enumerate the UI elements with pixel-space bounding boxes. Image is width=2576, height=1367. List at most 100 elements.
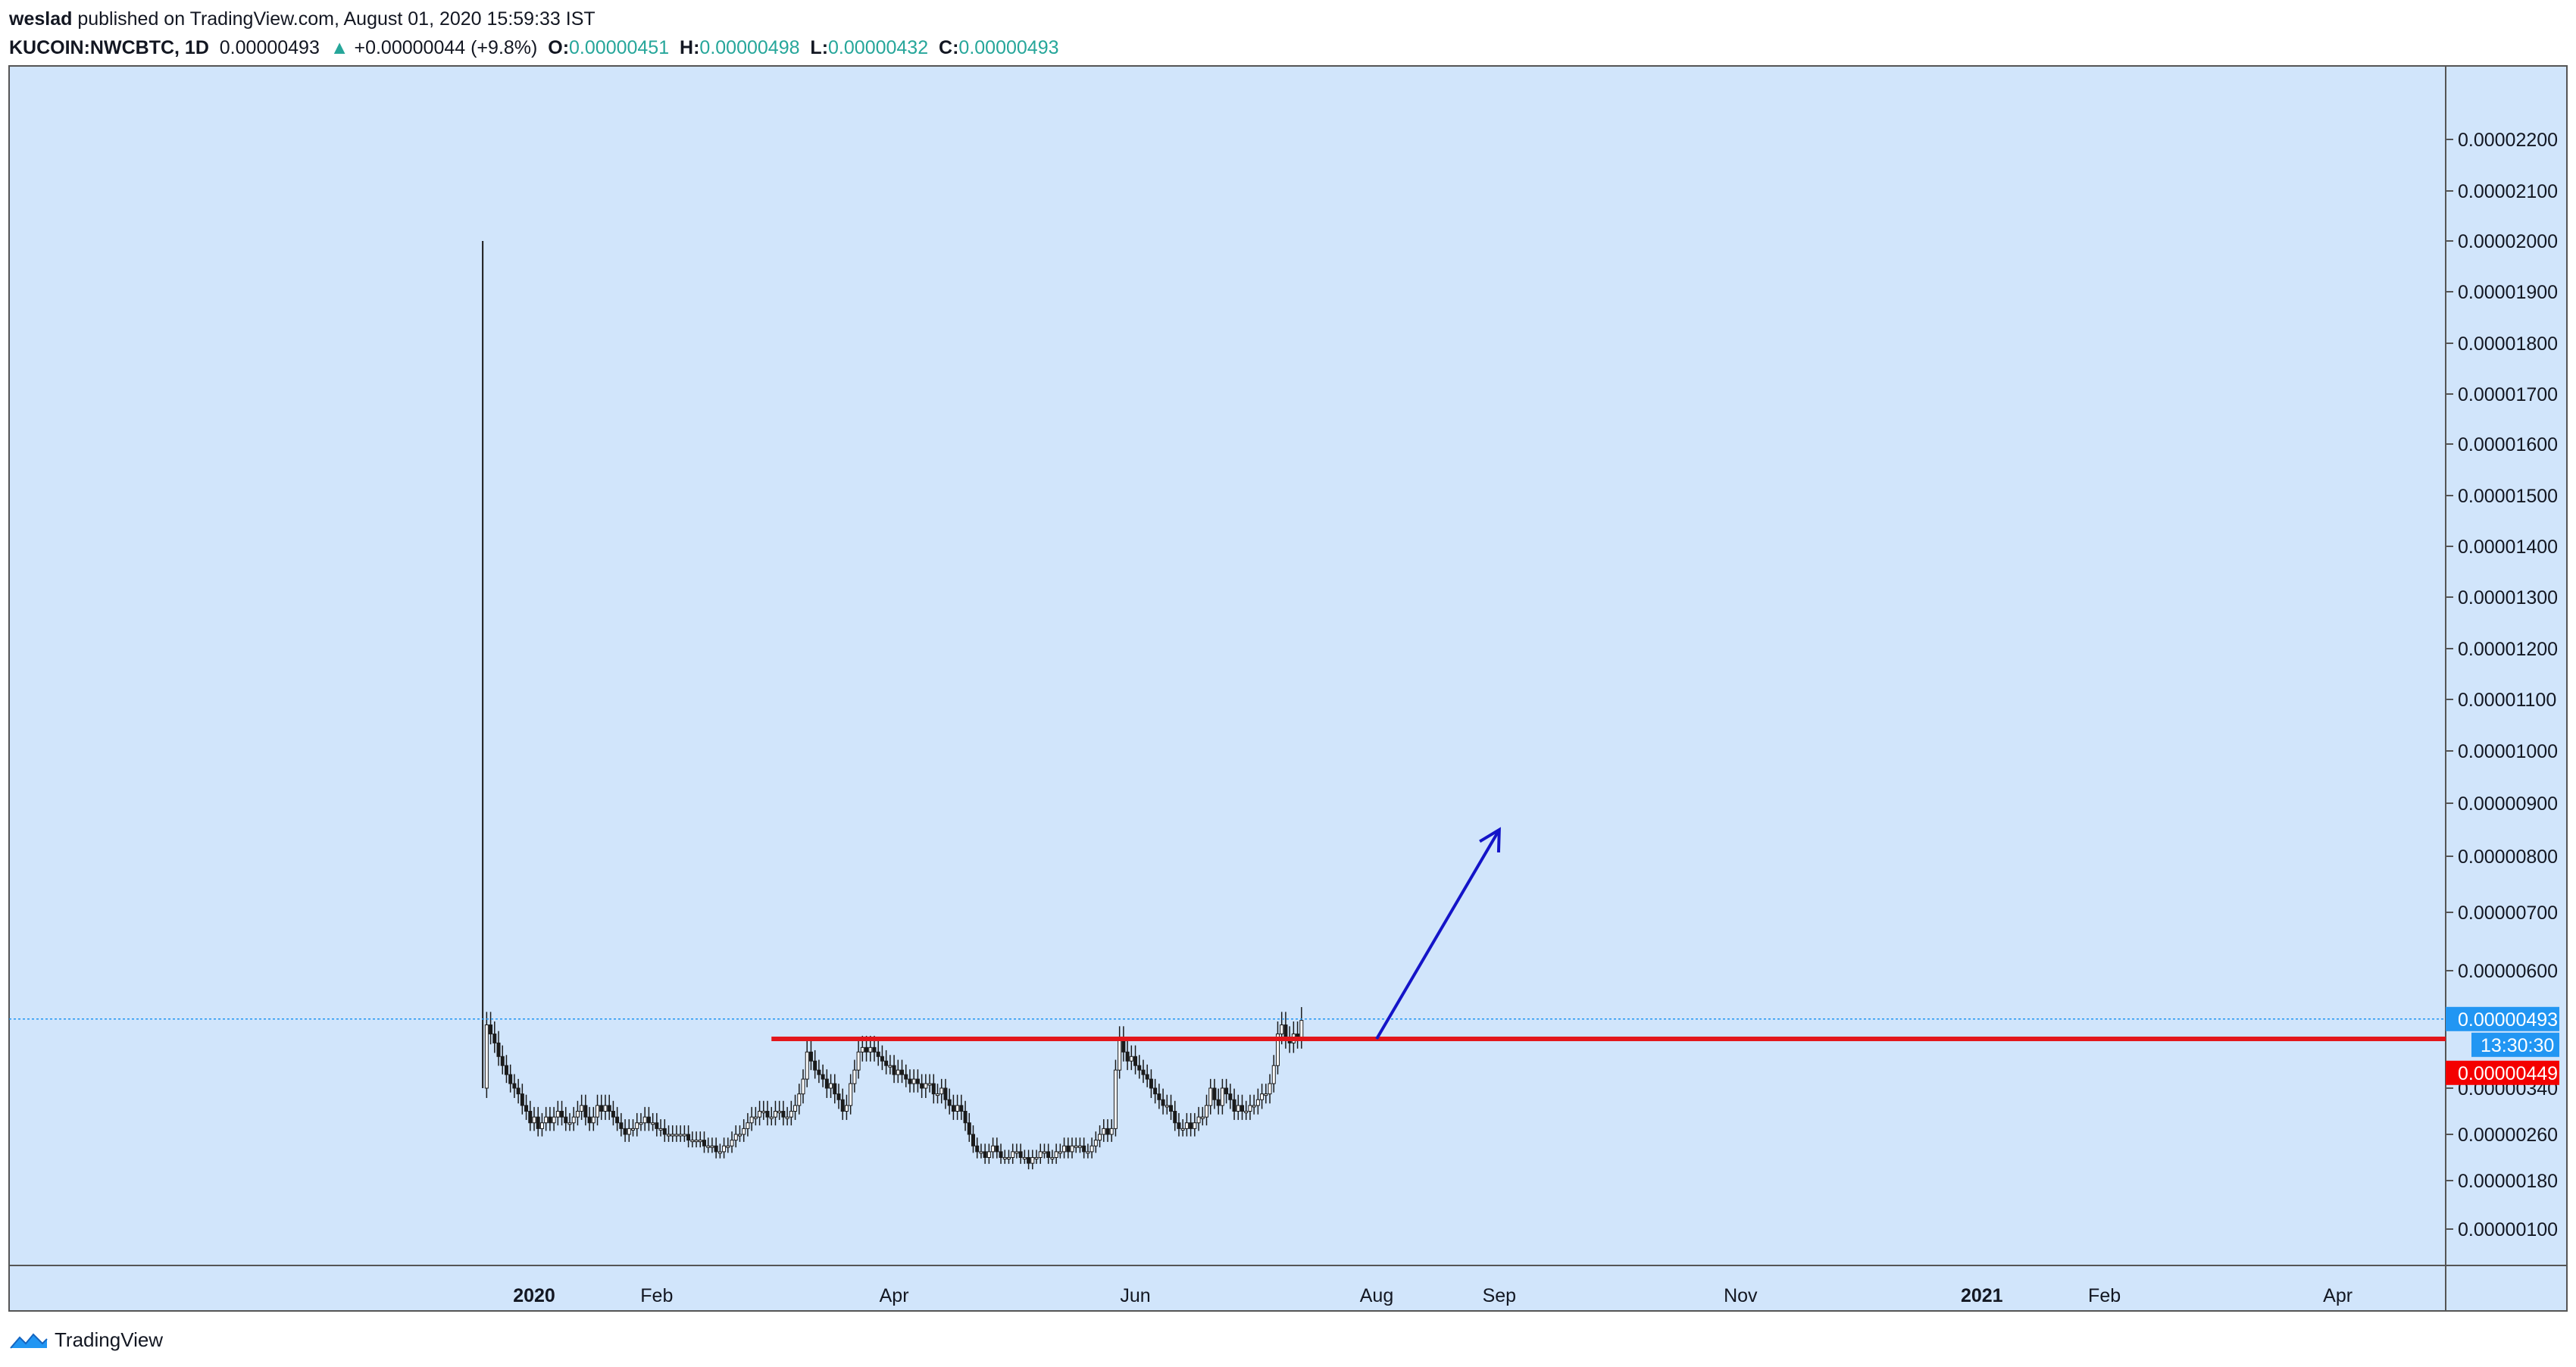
candle-body bbox=[911, 1078, 916, 1084]
candle-body bbox=[908, 1078, 912, 1084]
x-tick-label: Jun bbox=[1120, 1285, 1150, 1306]
countdown-label: 13:30:30 bbox=[2481, 1035, 2554, 1056]
candle-body bbox=[1244, 1111, 1249, 1113]
candle-body bbox=[833, 1083, 837, 1095]
candle-body bbox=[591, 1116, 596, 1124]
candle-body bbox=[1046, 1151, 1051, 1158]
candle-body bbox=[924, 1083, 928, 1089]
candle-body bbox=[635, 1122, 639, 1129]
candle-body bbox=[793, 1105, 798, 1112]
candle-body bbox=[876, 1051, 880, 1057]
candle-body bbox=[516, 1087, 521, 1095]
candle-body bbox=[844, 1105, 849, 1112]
candle-body bbox=[690, 1140, 695, 1143]
candle-body bbox=[1042, 1151, 1046, 1154]
candle-body bbox=[560, 1111, 564, 1118]
candle-body bbox=[872, 1046, 877, 1053]
candle-body bbox=[1212, 1087, 1217, 1100]
candle-body bbox=[1236, 1105, 1240, 1112]
candle-body bbox=[1255, 1099, 1260, 1106]
candle-body bbox=[1224, 1087, 1229, 1095]
candle-body bbox=[544, 1116, 549, 1124]
candle-body bbox=[504, 1065, 508, 1075]
close-value: 0.00000493 bbox=[958, 37, 1059, 58]
candle-body bbox=[1093, 1140, 1098, 1146]
candle-body bbox=[856, 1051, 861, 1071]
candle-body bbox=[1098, 1134, 1102, 1141]
candle-body bbox=[884, 1060, 889, 1066]
candle-body bbox=[619, 1122, 624, 1129]
x-tick-label: Feb bbox=[640, 1285, 673, 1306]
price-chart[interactable]: 0.00002200 0.00002100 0.00002000 0.00001900… bbox=[0, 61, 2576, 1319]
candle-body bbox=[900, 1069, 905, 1075]
candle-body bbox=[500, 1056, 505, 1066]
x-tick-label: Nov bbox=[1724, 1285, 1758, 1306]
candle-body bbox=[975, 1145, 980, 1153]
x-tick-label: 2020 bbox=[513, 1285, 555, 1306]
candle-body bbox=[1118, 1037, 1122, 1071]
last-price-value: 0.00000493 bbox=[219, 37, 320, 58]
chart-header: weslad published on TradingView.com, Aug… bbox=[9, 5, 2570, 62]
candle-body bbox=[737, 1134, 742, 1137]
y-tick-label: 0.00002000 bbox=[2458, 231, 2558, 252]
plot-area[interactable] bbox=[8, 65, 2446, 1266]
candle-body bbox=[817, 1069, 821, 1075]
candle-body bbox=[1022, 1157, 1027, 1159]
candle-body bbox=[959, 1105, 964, 1112]
candle-body bbox=[1145, 1074, 1149, 1080]
candle-body bbox=[1205, 1105, 1209, 1118]
candle-body bbox=[1054, 1151, 1058, 1158]
candle-series bbox=[482, 241, 1304, 1170]
last-price-tag bbox=[2446, 1006, 2559, 1031]
high-value: 0.00000498 bbox=[699, 37, 800, 58]
candle-body bbox=[789, 1111, 793, 1118]
candle-body bbox=[983, 1151, 987, 1158]
candle-body bbox=[920, 1083, 924, 1089]
y-tick-label: 0.00001300 bbox=[2458, 587, 2558, 608]
candle-body bbox=[915, 1078, 920, 1084]
candle-body bbox=[1070, 1145, 1074, 1153]
candle-body bbox=[821, 1074, 825, 1080]
candle-body bbox=[777, 1111, 782, 1113]
candle-body bbox=[1137, 1065, 1142, 1071]
candle-body bbox=[1240, 1105, 1244, 1112]
candle-body bbox=[849, 1083, 853, 1106]
low-label: L: bbox=[810, 37, 829, 58]
author-name[interactable]: weslad bbox=[9, 8, 73, 30]
y-tick-label: 0.00001100 bbox=[2458, 690, 2556, 711]
candle-body bbox=[536, 1116, 540, 1129]
candle-body bbox=[658, 1128, 663, 1131]
candle-body bbox=[904, 1074, 908, 1080]
candle-body bbox=[1252, 1105, 1256, 1108]
publish-line: weslad published on TradingView.com, Aug… bbox=[9, 5, 2570, 33]
candle-body bbox=[484, 1024, 489, 1089]
candle-body bbox=[674, 1134, 679, 1137]
candle-body bbox=[1058, 1151, 1062, 1154]
candle-body bbox=[1011, 1151, 1015, 1158]
candle-body bbox=[730, 1140, 734, 1146]
candle-body bbox=[1228, 1093, 1233, 1100]
candle-body bbox=[1232, 1099, 1236, 1112]
tradingview-logo-icon[interactable] bbox=[9, 1328, 48, 1351]
candle-body bbox=[583, 1105, 588, 1118]
candle-body bbox=[1030, 1157, 1035, 1164]
tradingview-brand[interactable]: TradingView bbox=[55, 1328, 164, 1351]
candle-body bbox=[686, 1134, 691, 1141]
candle-body bbox=[580, 1105, 584, 1112]
candle-body bbox=[797, 1093, 802, 1106]
publish-info: published on TradingView.com, August 01,… bbox=[77, 8, 596, 30]
candle-body bbox=[761, 1111, 766, 1113]
candle-body bbox=[963, 1111, 968, 1124]
time-axis[interactable] bbox=[8, 1265, 2446, 1312]
candle-body bbox=[986, 1151, 991, 1158]
up-arrow-icon: ▲ bbox=[330, 37, 349, 58]
y-tick-label: 0.00000800 bbox=[2458, 846, 2558, 868]
candle-body bbox=[995, 1145, 999, 1153]
candle-body bbox=[1189, 1122, 1193, 1129]
candle-body bbox=[722, 1145, 727, 1153]
y-tick-label: 0.00002100 bbox=[2458, 181, 2558, 202]
candle-body bbox=[627, 1128, 631, 1135]
candle-body bbox=[571, 1116, 576, 1124]
candle-body bbox=[1271, 1065, 1276, 1084]
candle-body bbox=[1133, 1056, 1138, 1066]
